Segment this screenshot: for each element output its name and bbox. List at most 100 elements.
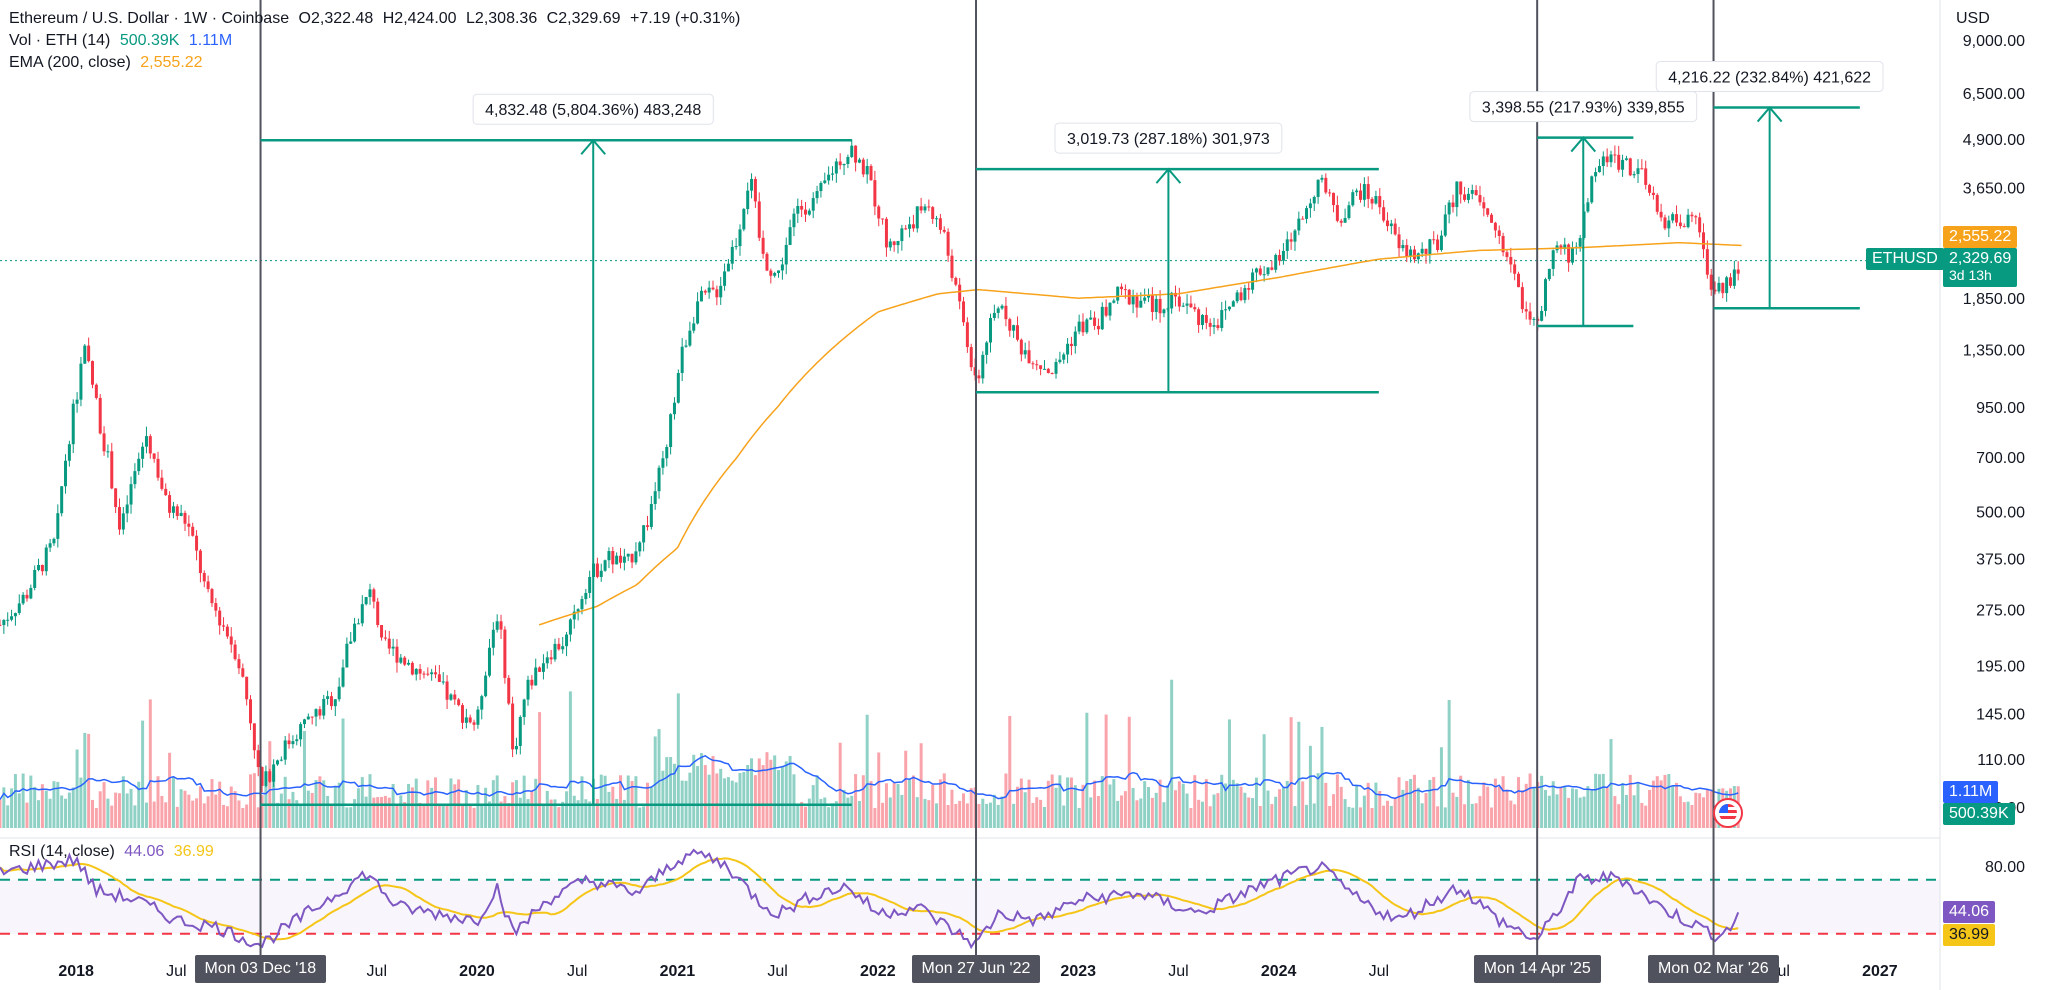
volume-bar <box>854 774 858 828</box>
candle-body <box>526 679 530 700</box>
measure-tools[interactable]: 4,832.48 (5,804.36%) 483,248 3,019.73 (28… <box>260 61 1884 807</box>
volume-bar <box>1046 780 1050 828</box>
candle-body <box>1644 168 1648 185</box>
ema-line[interactable] <box>538 241 1742 626</box>
time-tick-label: Jul <box>567 963 587 980</box>
volume-bar <box>1663 774 1667 828</box>
volume-bar <box>75 749 79 828</box>
volume-bar <box>800 801 804 828</box>
volume-bar <box>1582 796 1586 828</box>
candle-body <box>734 246 738 248</box>
candle-body <box>495 621 499 630</box>
candle-body <box>48 543 52 548</box>
candle-body <box>299 724 303 740</box>
volume-bar <box>545 790 549 828</box>
candle-body <box>804 209 808 215</box>
candle-body <box>726 263 730 272</box>
volume-bar <box>1513 804 1517 828</box>
volume-bar <box>1617 804 1621 828</box>
candle-body <box>1605 156 1609 163</box>
legend-change: +7.19 (+0.31%) <box>629 10 741 27</box>
volume-bar <box>364 796 368 828</box>
volume-bar <box>1293 806 1297 828</box>
candle-body <box>1019 339 1023 355</box>
volume-bar <box>773 755 777 828</box>
candle-body <box>102 433 106 452</box>
volume-bar <box>472 807 476 828</box>
candle-body <box>441 681 445 683</box>
candle-body <box>360 604 364 624</box>
candle-body <box>638 542 642 552</box>
candle-body <box>179 512 183 516</box>
volume-bar <box>1478 796 1482 828</box>
legend-vol-value: 500.39K <box>119 32 180 49</box>
candle-body <box>1008 319 1012 331</box>
rsi-lines[interactable] <box>0 848 1740 950</box>
currency-label[interactable]: USD <box>1956 10 1990 27</box>
volume-bar <box>842 789 846 828</box>
marker-date-label[interactable]: Mon 14 Apr '25 <box>1473 955 1601 983</box>
volume-bar <box>1590 790 1594 828</box>
volume-bar <box>530 791 534 828</box>
volume-bar <box>884 783 888 828</box>
volume-bar <box>615 798 619 828</box>
price-candles[interactable] <box>0 139 1740 793</box>
volume-bar <box>341 718 345 828</box>
volume-bar <box>218 781 222 828</box>
candle-body <box>275 760 279 765</box>
candle-body <box>861 159 865 175</box>
legend-title[interactable]: Ethereum / U.S. Dollar · 1W · Coinbase <box>9 10 290 27</box>
marker-date-label[interactable]: Mon 27 Jun '22 <box>911 955 1041 983</box>
candle-body <box>549 657 553 660</box>
volume-bar <box>1621 783 1625 828</box>
us-flag-icon[interactable] <box>1713 798 1743 828</box>
volume-bar <box>788 755 792 828</box>
candle-body <box>364 597 368 605</box>
volume-bar <box>480 805 484 828</box>
candle-body <box>1278 254 1282 261</box>
rsi-ma-polyline <box>0 857 1739 941</box>
candle-body <box>383 637 387 639</box>
volume-bar <box>372 797 376 828</box>
candle-body <box>1578 237 1582 247</box>
volume-bar <box>919 743 923 828</box>
volume-bar <box>1289 717 1293 828</box>
volume-bar <box>376 797 380 828</box>
marker-date-label[interactable]: Mon 02 Mar '26 <box>1648 955 1779 983</box>
candle-body <box>969 347 973 368</box>
volume-bar <box>877 752 881 828</box>
marker-date-label[interactable]: Mon 03 Dec '18 <box>194 955 327 983</box>
volume-bar <box>1343 799 1347 828</box>
volume-bar <box>557 807 561 828</box>
candle-body <box>1239 292 1243 301</box>
candle-body <box>264 771 268 786</box>
volume-bar <box>1158 779 1162 828</box>
volume-bar <box>83 732 87 828</box>
volume-bar <box>1405 780 1409 828</box>
candle-body <box>1066 343 1070 355</box>
candle-body <box>1486 208 1490 215</box>
volume-bar <box>576 800 580 828</box>
candle-body <box>588 576 592 593</box>
volume-bar <box>649 787 653 828</box>
legend-vol-label[interactable]: Vol · ETH (14) <box>9 32 111 49</box>
legend-ema-label[interactable]: EMA (200, close) <box>9 54 131 71</box>
price-axis[interactable]: 9,000.00 6,500.00 4,900.00 3,650.00 1,850.00… <box>1963 33 2025 876</box>
candle-body <box>607 551 611 561</box>
candle-body <box>1702 232 1706 250</box>
candle-body <box>1447 202 1451 215</box>
legend-high: H2,424.00 <box>382 10 457 27</box>
candle-body <box>110 451 114 489</box>
volume-bar <box>13 774 17 828</box>
candle-body <box>13 613 17 617</box>
candle-body <box>453 694 457 700</box>
volume-bar <box>1031 802 1035 828</box>
candle-body <box>1671 214 1675 221</box>
volume-bar <box>79 777 83 828</box>
candle-body <box>318 709 322 716</box>
candle-body <box>148 436 152 454</box>
legend-rsi-label[interactable]: RSI (14, close) <box>9 843 115 860</box>
time-axis[interactable]: 2018 Jul Jul 2020 Jul 2021 Jul 2022 2023 Jul 2024 J… <box>58 963 1897 980</box>
volume-bar <box>584 799 588 828</box>
